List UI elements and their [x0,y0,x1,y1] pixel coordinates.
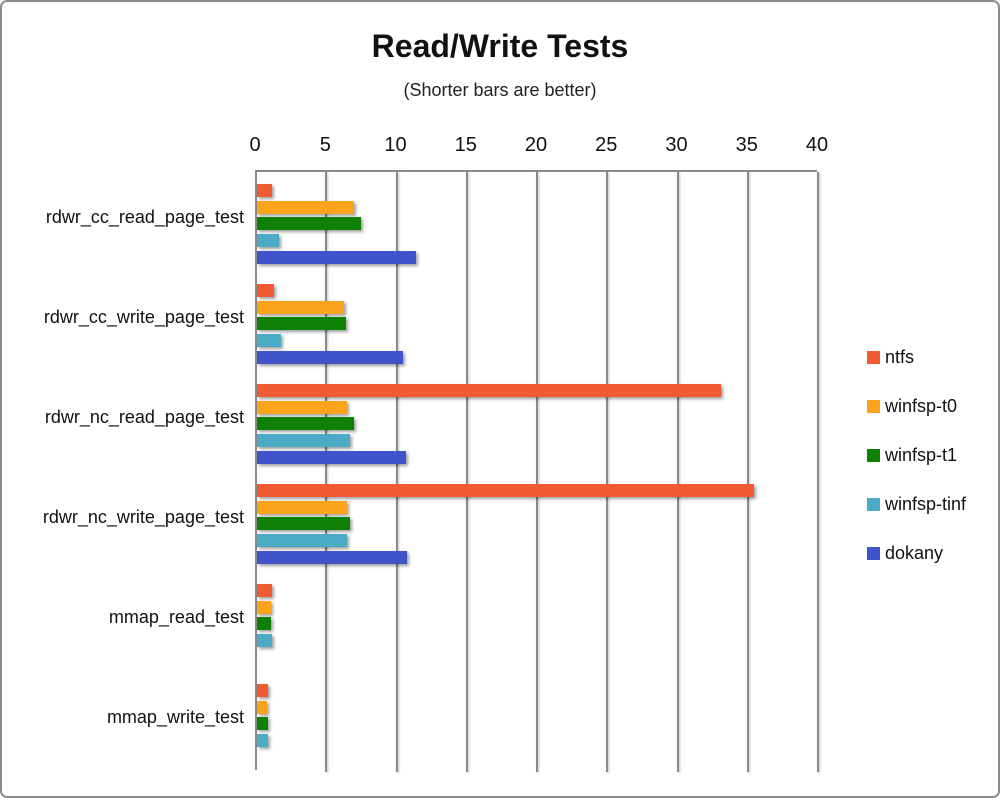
x-tick-label-20: 20 [524,134,548,156]
bar-winfsp-t0-rdwr_cc_read_page_test [257,200,354,214]
bar-winfsp-t0-rdwr_nc_write_page_test [257,500,347,514]
bar-winfsp-tinf-rdwr_nc_write_page_test [257,534,347,548]
x-tick-label-15: 15 [454,134,477,156]
category-label-rdwr_nc_write_page_test: rdwr_nc_write_page_test [42,507,244,527]
legend-item-dokany: dokany [867,543,966,564]
legend-label: ntfs [885,347,915,367]
bar-winfsp-t1-mmap_read_test [257,617,272,631]
bar-winfsp-t1-mmap_write_test [257,717,269,731]
bar-ntfs-rdwr_nc_write_page_test [257,484,755,497]
x-tick-label-10: 10 [384,134,407,156]
x-tick-label-5: 5 [319,134,331,156]
bar-dokany-rdwr_cc_write_page_test [257,350,404,364]
bar-winfsp-t0-rdwr_nc_read_page_test [257,400,347,414]
legend-item-winfsp-t0: winfsp-t0 [867,396,966,417]
category-label-mmap_write_test: mmap_write_test [106,707,244,727]
bar-dokany-rdwr_nc_read_page_test [257,450,406,464]
bar-winfsp-tinf-rdwr_cc_read_page_test [257,234,280,248]
legend-swatch-icon [867,351,880,364]
gridline-x15 [465,172,468,772]
legend-item-winfsp-tinf: winfsp-tinf [867,494,966,515]
x-tick-label-25: 25 [595,134,618,156]
chart-subtitle: (Shorter bars are better) [403,80,597,100]
bar-dokany-rdwr_nc_write_page_test [257,550,408,564]
bar-winfsp-t0-mmap_read_test [257,600,272,614]
category-label-rdwr_cc_read_page_test: rdwr_cc_read_page_test [45,207,244,227]
legend-swatch-icon [867,498,880,511]
legend: ntfs winfsp-t0 winfsp-t1 winfsp-tinf dokany [867,347,966,564]
legend-label: winfsp-t1 [885,445,958,465]
legend-swatch-icon [867,400,880,413]
bar-winfsp-t1-rdwr_cc_read_page_test [257,217,361,231]
legend-label: winfsp-t0 [885,396,958,416]
gridline-x5 [325,172,328,772]
gridline-x30 [676,172,679,772]
gridline-x25 [606,172,609,772]
legend-swatch-icon [867,547,880,560]
x-tick-label-30: 30 [665,134,688,156]
bar-winfsp-tinf-mmap_write_test [257,734,268,748]
plot-area [255,170,819,772]
bar-winfsp-t0-rdwr_cc_write_page_test [257,300,345,314]
category-label-rdwr_cc_write_page_test: rdwr_cc_write_page_test [43,307,244,327]
gridline-x35 [746,172,749,772]
legend-label: dokany [885,543,944,563]
category-label-mmap_read_test: mmap_read_test [108,607,244,627]
bar-ntfs-mmap_write_test [257,684,268,697]
legend-item-ntfs: ntfs [867,347,966,368]
x-tick-label-0: 0 [249,134,261,156]
gridline-x20 [536,172,538,772]
chart-title: Read/Write Tests [371,28,629,64]
bar-winfsp-t0-mmap_write_test [257,700,267,714]
bar-winfsp-tinf-rdwr_cc_write_page_test [257,334,281,348]
gridline-x40 [817,172,819,772]
bar-winfsp-tinf-mmap_read_test [257,634,272,648]
legend-label: winfsp-tinf [885,494,967,514]
bar-dokany-rdwr_cc_read_page_test [257,250,416,264]
gridline-x10 [395,172,398,772]
x-tick-label-35: 35 [735,134,758,156]
bar-ntfs-mmap_read_test [257,584,272,597]
bar-ntfs-rdwr_cc_read_page_test [257,184,273,197]
bar-winfsp-t1-rdwr_cc_write_page_test [257,317,346,331]
bar-ntfs-rdwr_cc_write_page_test [257,284,274,297]
bar-ntfs-rdwr_nc_read_page_test [257,384,721,397]
bar-winfsp-t1-rdwr_nc_write_page_test [257,517,350,531]
bar-winfsp-t1-rdwr_nc_read_page_test [257,417,354,431]
category-label-rdwr_nc_read_page_test: rdwr_nc_read_page_test [44,407,244,427]
bar-winfsp-tinf-rdwr_nc_read_page_test [257,434,350,448]
legend-swatch-icon [867,449,880,462]
legend-item-winfsp-t1: winfsp-t1 [867,445,966,466]
x-tick-label-40: 40 [805,134,829,156]
